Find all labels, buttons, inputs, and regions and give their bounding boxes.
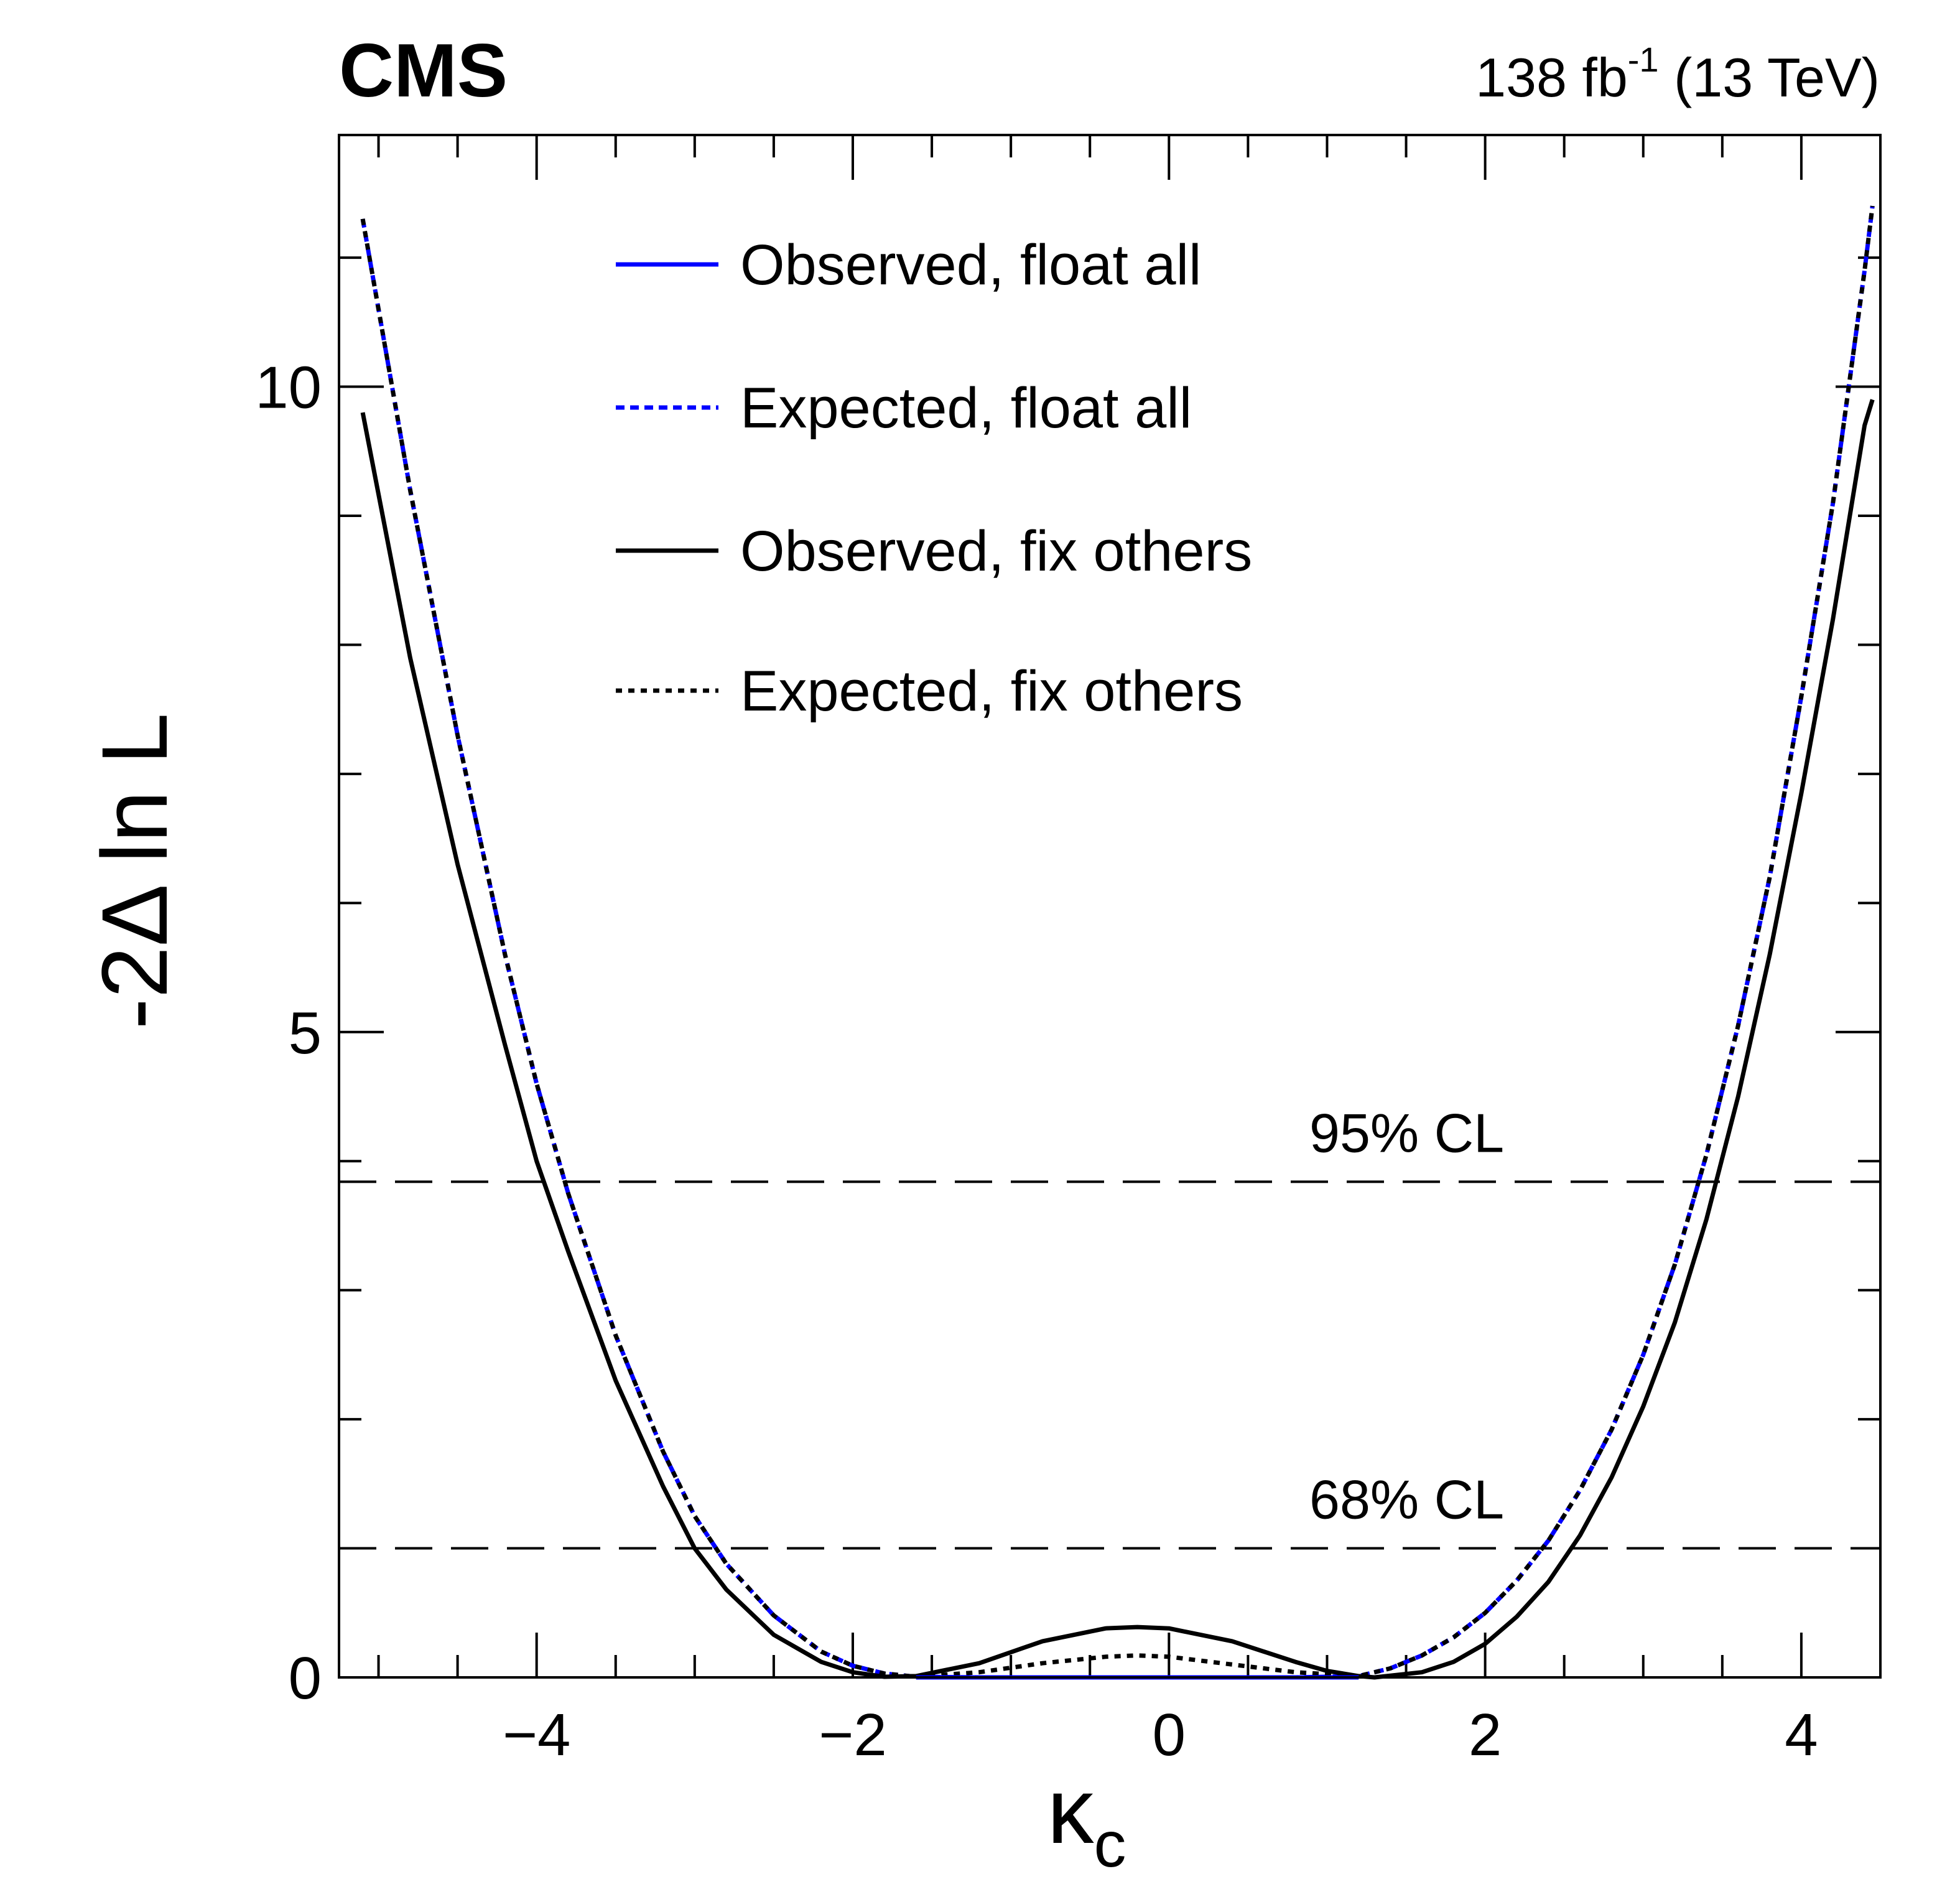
y-tick-label: 5 bbox=[289, 1000, 322, 1066]
cl-threshold-label: 68% CL bbox=[1309, 1469, 1504, 1531]
cms-label: CMS bbox=[339, 28, 508, 113]
y-tick-label: 0 bbox=[289, 1645, 322, 1712]
x-tick-label: −4 bbox=[503, 1702, 570, 1768]
series-line bbox=[360, 399, 1875, 1680]
luminosity-value: 138 fb bbox=[1475, 47, 1628, 108]
luminosity-label: 138 fb-1 (13 TeV) bbox=[1475, 40, 1880, 108]
x-tick-label: 4 bbox=[1785, 1702, 1818, 1768]
x-tick-label: −2 bbox=[819, 1702, 886, 1768]
x-axis-symbol: κ bbox=[1047, 1758, 1095, 1863]
confidence-level-lines: 68% CL 95% CL bbox=[339, 1102, 1880, 1550]
energy-label: (13 TeV) bbox=[1659, 47, 1880, 108]
legend: Observed, float all Expected, float all Ob… bbox=[616, 233, 1252, 723]
y-axis-title: -2Δ ln L bbox=[82, 713, 187, 1030]
x-tick-label: 2 bbox=[1469, 1702, 1502, 1768]
legend-label: Expected, float all bbox=[740, 376, 1192, 440]
series-line bbox=[360, 205, 1875, 1679]
legend-label: Expected, fix others bbox=[740, 660, 1243, 723]
x-tick-label: 0 bbox=[1153, 1702, 1186, 1768]
luminosity-exponent: -1 bbox=[1628, 40, 1659, 79]
x-axis-subscript: c bbox=[1094, 1809, 1126, 1881]
axis-tick-labels: −4 −2 0 2 4 0 5 10 bbox=[255, 355, 1818, 1768]
plot-frame bbox=[338, 134, 1882, 1679]
axis-ticks bbox=[339, 135, 1882, 1679]
y-tick-label: 10 bbox=[255, 355, 322, 421]
legend-label: Observed, fix others bbox=[740, 520, 1252, 583]
legend-label: Observed, float all bbox=[740, 233, 1201, 297]
cl-threshold-label: 95% CL bbox=[1309, 1102, 1504, 1163]
x-axis-title: κc bbox=[1047, 1758, 1126, 1881]
